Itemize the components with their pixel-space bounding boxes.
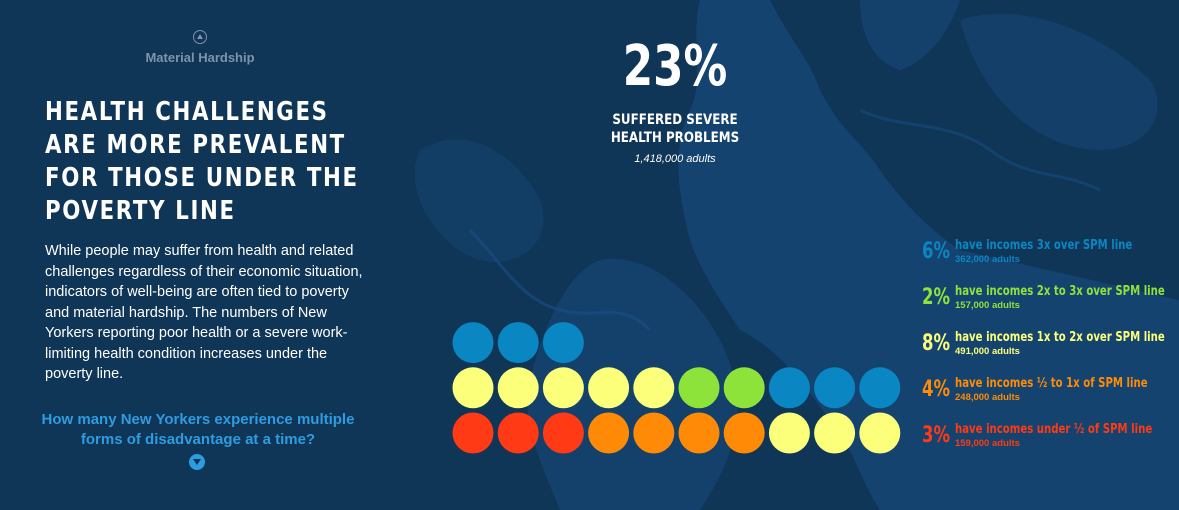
legend-count: 491,000 adults — [955, 346, 1020, 357]
map-shape — [414, 139, 544, 262]
data-dot — [859, 367, 901, 409]
legend-count: 248,000 adults — [955, 392, 1020, 403]
arrow-down-icon[interactable] — [189, 454, 205, 470]
data-dot — [678, 367, 720, 409]
data-dot — [768, 412, 810, 454]
data-dot — [542, 367, 584, 409]
legend-label: have incomes under ½ of SPM line — [955, 422, 1153, 437]
data-dot — [588, 412, 630, 454]
legend-item: 3% have incomes under ½ of SPM line 159,00… — [922, 420, 1172, 466]
data-dot — [678, 412, 720, 454]
legend-percent: 4% — [922, 377, 951, 402]
legend-count: 362,000 adults — [955, 254, 1020, 265]
legend-item: 2% have incomes 2x to 3x over SPM line 157… — [922, 282, 1172, 328]
legend: 6% have incomes 3x over SPM line 362,000 a… — [922, 236, 1172, 466]
legend-item: 8% have incomes 1x to 2x over SPM line 491… — [922, 328, 1172, 374]
highlight-caption: Suffered severe health problems — [610, 112, 740, 146]
legend-percent: 6% — [922, 239, 951, 264]
legend-label: have incomes 2x to 3x over SPM line — [955, 284, 1165, 299]
highlight-count: 1,418,000 adults — [634, 153, 716, 165]
data-dot — [452, 412, 494, 454]
legend-percent: 8% — [922, 331, 951, 356]
data-dot — [768, 367, 810, 409]
data-dot — [542, 322, 584, 364]
legend-item: 6% have incomes 3x over SPM line 362,000 a… — [922, 236, 1172, 282]
legend-percent: 2% — [922, 285, 951, 310]
data-dot — [859, 412, 901, 454]
legend-label: have incomes 3x over SPM line — [955, 238, 1133, 253]
highlight-percent: 23% — [622, 34, 728, 99]
data-dot — [452, 367, 494, 409]
legend-count: 159,000 adults — [955, 438, 1020, 449]
legend-percent: 3% — [922, 423, 951, 448]
legend-count: 157,000 adults — [955, 300, 1020, 311]
material-hardship-link[interactable]: Material Hardship — [120, 30, 280, 67]
data-dot — [723, 367, 765, 409]
next-section-link[interactable]: How many New Yorkers experience multiple… — [41, 411, 355, 448]
data-dot — [814, 367, 856, 409]
page-title: Health challenges are more prevalent for… — [45, 97, 359, 226]
data-dot — [588, 367, 630, 409]
legend-label: have incomes ½ to 1x of SPM line — [955, 376, 1148, 391]
arrow-up-icon — [193, 30, 207, 44]
data-dot — [497, 412, 539, 454]
data-dot — [633, 367, 675, 409]
map-shape — [960, 13, 1158, 150]
map-river — [859, 108, 1101, 192]
map-shape — [860, 0, 960, 70]
data-dot — [814, 412, 856, 454]
intro-paragraph: While people may suffer from health and … — [45, 243, 363, 382]
material-hardship-label: Material Hardship — [145, 50, 255, 65]
legend-label: have incomes 1x to 2x over SPM line — [955, 330, 1165, 345]
data-dot — [723, 412, 765, 454]
legend-item: 4% have incomes ½ to 1x of SPM line 248,00… — [922, 374, 1172, 420]
data-dot — [452, 322, 494, 364]
data-dot — [497, 367, 539, 409]
data-dot — [542, 412, 584, 454]
data-dot — [633, 412, 675, 454]
map-river — [468, 228, 652, 332]
data-dot — [497, 322, 539, 364]
